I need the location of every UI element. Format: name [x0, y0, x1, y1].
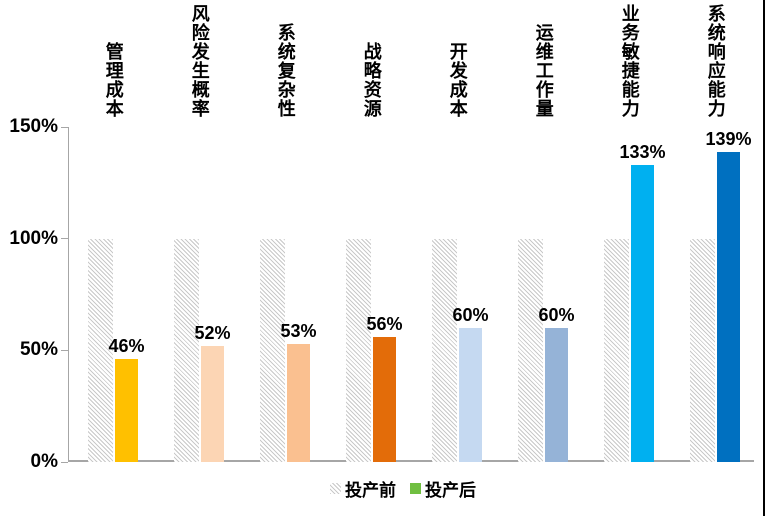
y-tick-mark	[61, 126, 68, 128]
category-label: 开发成本	[447, 42, 468, 118]
bar-data-label: 53%	[280, 320, 317, 341]
category-label: 系统响应能力	[705, 4, 726, 118]
bar-data-label: 52%	[194, 322, 231, 343]
y-tick-mark	[61, 238, 68, 240]
legend-label-before: 投产前	[345, 480, 396, 500]
category-label: 业务敏捷能力	[619, 4, 640, 118]
bar-before	[260, 238, 285, 462]
bar-after	[457, 328, 482, 462]
category-label: 系统复杂性	[275, 23, 296, 118]
bar-before	[518, 238, 543, 462]
bar-data-label: 56%	[366, 313, 403, 334]
bar-before	[432, 238, 457, 462]
y-tick-label: 100%	[9, 227, 58, 249]
category-label: 管理成本	[103, 42, 124, 118]
bar-before	[604, 238, 629, 462]
bar-after	[199, 345, 224, 462]
legend-item-before: 投产前	[330, 476, 396, 501]
right-border-line	[763, 0, 765, 516]
y-tick-label: 50%	[19, 339, 58, 361]
bar-after	[113, 359, 138, 462]
category-label: 风险发生概率	[189, 4, 210, 118]
bar-after	[371, 336, 396, 462]
bar-before	[690, 238, 715, 462]
y-tick-label: 0%	[30, 451, 58, 472]
legend-item-after: 投产后	[410, 476, 476, 501]
bar-data-label: 60%	[452, 305, 489, 325]
bar-data-label: 60%	[538, 305, 575, 325]
category-label: 运维工作量	[533, 23, 554, 118]
bar-data-label: 46%	[108, 336, 145, 357]
bar-before	[88, 238, 113, 462]
y-tick-mark	[61, 461, 68, 463]
bar-data-label: 133%	[619, 141, 666, 162]
bar-after	[543, 328, 568, 462]
bar-after	[629, 164, 654, 462]
legend: 投产前 投产后	[330, 476, 476, 501]
bar-after	[285, 343, 310, 462]
green-swatch-icon	[410, 482, 421, 494]
bar-after	[715, 151, 740, 462]
y-tick-mark	[61, 349, 68, 351]
bar-data-label: 139%	[705, 128, 752, 149]
bar-before	[346, 238, 371, 462]
category-label: 战略资源	[361, 42, 382, 118]
bar-before	[174, 238, 199, 462]
legend-label-after: 投产后	[425, 480, 476, 500]
y-tick-label: 150%	[9, 116, 58, 137]
hatched-swatch-icon	[330, 482, 341, 494]
y-axis-line	[68, 127, 69, 462]
x-axis-line	[68, 460, 754, 462]
